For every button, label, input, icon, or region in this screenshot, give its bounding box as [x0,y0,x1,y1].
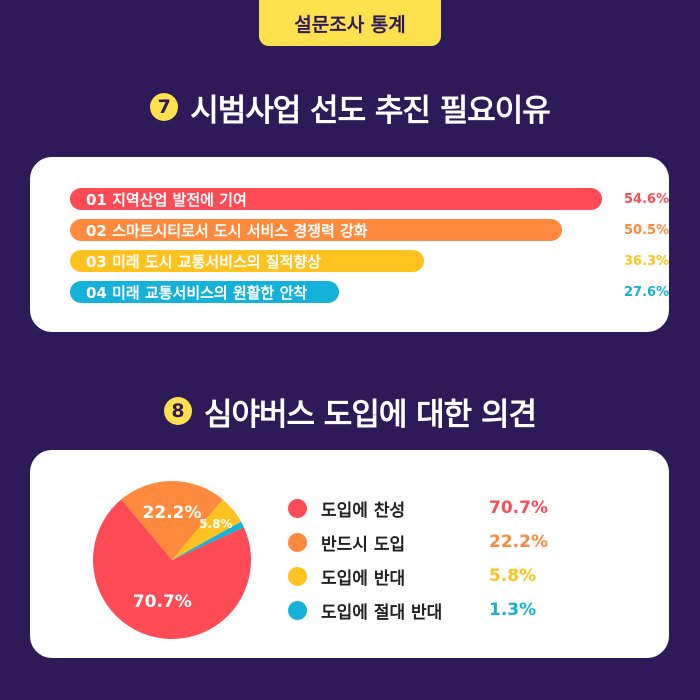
legend-item: 도입에 반대 5.8% [288,563,536,589]
bar-category-label: 01 지역산업 발전에 기여 [86,190,247,209]
bar: 03 미래 도시 교통서비스의 질적향상 [70,250,424,272]
opinion-pie-chart [93,481,252,639]
bar-value-label: 50.5% [624,222,670,238]
legend-item: 도입에 찬성 70.7% [288,495,548,521]
bar-category-label: 04 미래 교통서비스의 원활한 안착 [86,283,308,302]
legend-item: 도입에 절대 반대 1.3% [288,597,536,623]
pie-slice [172,521,244,560]
pie-slice-label: 70.7% [132,592,192,613]
section-7-number-badge: 7 [150,93,179,121]
section-7-title: 시범사업 선도 추진 필요이유 [190,92,551,129]
legend-swatch [288,498,307,518]
bar-category-label: 02 스마트시티로서 도시 서비스 경쟁력 강화 [86,221,368,240]
survey-stats-tag: 설문조사 통계 [259,0,441,46]
bar: 02 스마트시티로서 도시 서비스 경쟁력 강화 [70,219,562,241]
section-7-heading: 7 시범사업 선도 추진 필요이유 [0,82,700,132]
legend-value: 5.8% [489,566,537,586]
survey-stats-tag-label: 설문조사 통계 [294,13,406,36]
bar: 04 미래 교통서비스의 원활한 안착 [70,281,339,303]
reasons-bar-chart-card: 01 지역산업 발전에 기여 54.6% 02 스마트시티로서 도시 서비스 경쟁력… [30,157,669,332]
pie-slice [172,499,242,560]
section-8-number-badge: 8 [163,397,192,425]
bar: 01 지역산업 발전에 기여 [70,188,602,210]
bar-value-label: 36.3% [624,253,670,269]
bar-value-label: 27.6% [624,284,670,300]
legend-swatch [288,532,307,552]
legend-value: 1.3% [489,600,537,620]
pie-slice-label: 5.8% [199,516,233,531]
bar-category-label: 03 미래 도시 교통서비스의 질적향상 [86,252,321,271]
pie-slice [93,499,252,639]
section-8-heading: 8 심야버스 도입에 대한 의견 [0,386,700,436]
legend-label: 도입에 절대 반대 [321,602,443,623]
legend-item: 반드시 도입 22.2% [288,529,548,555]
legend-label: 도입에 반대 [321,568,406,589]
section-8-title: 심야버스 도입에 대한 의견 [203,396,537,433]
legend-swatch [288,600,307,620]
pie-slice [121,481,223,560]
legend-value: 70.7% [489,498,548,518]
bar-value-label: 54.6% [624,191,670,207]
legend-swatch [288,566,307,586]
legend-label: 반드시 도입 [321,534,406,555]
legend-label: 도입에 찬성 [321,500,406,521]
opinion-pie-chart-card: 70.7% 22.2% 5.8% 도입에 찬성 70.7% 반드시 도입 22.2% 도입에… [30,450,669,658]
legend-value: 22.2% [489,532,548,552]
pie-slice-label: 22.2% [142,502,202,523]
